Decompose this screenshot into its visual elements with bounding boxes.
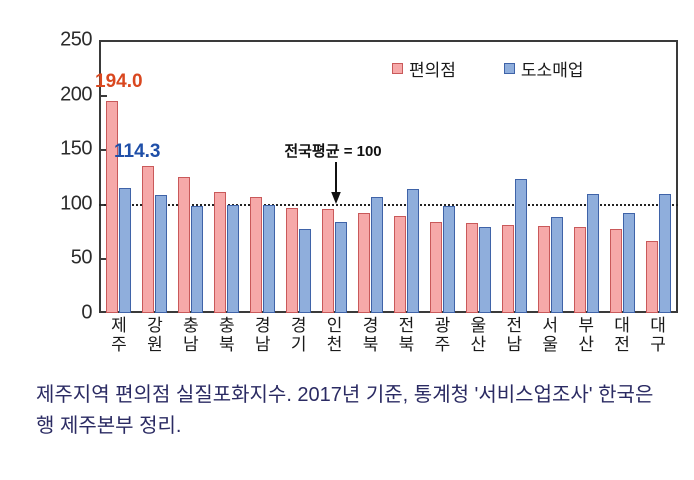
bar-group — [209, 42, 245, 313]
y-tick-label: 200 — [60, 83, 92, 106]
square-swatch-icon — [503, 63, 515, 74]
bar-wholesale — [550, 216, 563, 313]
bar-wholesale — [155, 195, 168, 313]
bar-convenience — [358, 212, 371, 313]
bar-convenience — [286, 208, 299, 313]
bar-group — [173, 42, 209, 313]
y-tick-label: 150 — [60, 137, 92, 160]
bar-group — [604, 42, 640, 313]
bar-wholesale — [335, 222, 348, 313]
bar-group — [532, 42, 568, 313]
down-arrow-icon — [331, 162, 341, 204]
bar-wholesale — [478, 226, 491, 313]
y-tick-label: 100 — [60, 192, 92, 215]
bar-group — [424, 42, 460, 313]
bar-wholesale — [622, 212, 635, 313]
y-axis: 0 50 100 150 200 250 — [26, 0, 92, 372]
bar-convenience — [429, 222, 442, 313]
bar-group — [460, 42, 496, 313]
bar-group — [281, 42, 317, 313]
bar-group — [496, 42, 532, 313]
bar-wholesale — [371, 197, 384, 313]
bar-group — [101, 42, 137, 313]
bar-convenience — [322, 209, 335, 313]
figure-caption: 제주지역 편의점 실질포화지수. 2017년 기준, 통계청 '서비스업조사' … — [0, 372, 694, 480]
bar-wholesale — [119, 188, 132, 313]
bar-group — [568, 42, 604, 313]
bar-convenience — [142, 165, 155, 313]
y-tick-mark — [99, 94, 107, 97]
reference-line-100 — [99, 203, 678, 206]
y-tick-label: 250 — [60, 28, 92, 51]
bar-convenience — [465, 223, 478, 313]
bar-wholesale — [658, 193, 671, 313]
y-tick-mark — [99, 258, 107, 261]
bar-convenience — [573, 226, 586, 313]
bar-convenience — [393, 215, 406, 313]
bar-wholesale — [299, 228, 312, 313]
square-swatch-icon — [392, 63, 403, 74]
bar-wholesale — [227, 204, 240, 313]
bar-wholesale — [263, 204, 276, 313]
bar-wholesale — [514, 178, 527, 313]
bars-container — [101, 42, 676, 313]
bar-convenience — [645, 240, 658, 313]
bar-group — [640, 42, 676, 313]
bar-wholesale — [586, 193, 599, 313]
bar-convenience — [106, 101, 119, 313]
bar-group — [389, 42, 425, 313]
bar-convenience — [609, 228, 622, 313]
bar-chart-figure: 0 50 100 150 200 250 전국평균 = 100 편의점 도소매업 194.… — [26, 0, 678, 372]
legend-item-convenience-store: 편의점 — [392, 56, 456, 81]
legend-label-convenience-store: 편의점 — [409, 61, 456, 80]
national-average-annotation: 전국평균 = 100 — [284, 143, 382, 160]
bar-wholesale — [406, 188, 419, 313]
y-tick-label: 50 — [70, 246, 93, 269]
data-label-jeju-convenience: 194.0 — [95, 71, 143, 92]
bar-convenience — [214, 191, 227, 313]
bar-convenience — [501, 224, 514, 313]
bar-convenience — [537, 225, 550, 313]
bar-group — [137, 42, 173, 313]
legend-label-wholesale-retail: 도소매업 — [520, 61, 584, 80]
chart-legend: 편의점 도소매업 — [392, 56, 583, 81]
y-tick-label: 0 — [81, 301, 92, 324]
bar-convenience — [250, 197, 263, 313]
bar-wholesale — [191, 205, 204, 313]
legend-item-wholesale-retail: 도소매업 — [503, 56, 584, 81]
bar-wholesale — [442, 205, 455, 313]
bar-group — [317, 42, 353, 313]
bar-group — [353, 42, 389, 313]
data-label-jeju-wholesale: 114.3 — [114, 141, 161, 162]
y-tick-mark — [99, 149, 107, 152]
bar-group — [245, 42, 281, 313]
bar-convenience — [178, 176, 191, 313]
